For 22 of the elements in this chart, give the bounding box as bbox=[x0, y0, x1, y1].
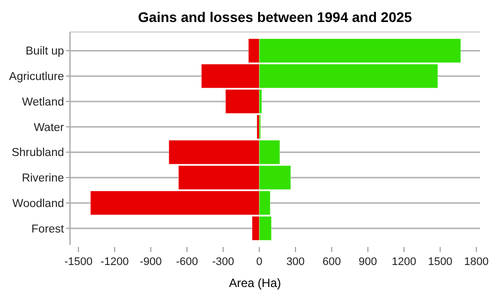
y-tick-label: Woodland bbox=[12, 198, 64, 210]
y-tick-label: Shrubland bbox=[12, 147, 64, 160]
x-tick-label: -1200 bbox=[100, 256, 129, 268]
y-tick-label: Riverine bbox=[22, 172, 64, 185]
x-tick-label: -300 bbox=[212, 256, 234, 268]
y-tick-label: Forest bbox=[31, 223, 65, 236]
x-tick-label: -600 bbox=[176, 256, 198, 268]
y-tick-label: Built up bbox=[26, 46, 64, 58]
y-tick-label: Wetland bbox=[22, 96, 64, 108]
x-axis-title: Area (Ha) bbox=[228, 276, 282, 290]
x-tick-label: 300 bbox=[286, 256, 305, 268]
x-tick-label: 1800 bbox=[464, 256, 489, 268]
y-tick-label: Agricutlure bbox=[9, 71, 64, 84]
x-tick-label: 900 bbox=[358, 256, 378, 268]
x-tick-label: -1500 bbox=[64, 256, 93, 268]
x-tick-label: 1200 bbox=[392, 256, 416, 268]
y-tick-label: Water bbox=[34, 122, 64, 134]
chart-title: Gains and losses between 1994 and 2025 bbox=[138, 9, 412, 25]
x-tick-label: -900 bbox=[140, 256, 162, 268]
x-tick-label: 0 bbox=[256, 256, 262, 268]
x-tick-label: 600 bbox=[322, 256, 341, 268]
x-tick-label: 1500 bbox=[428, 256, 452, 268]
